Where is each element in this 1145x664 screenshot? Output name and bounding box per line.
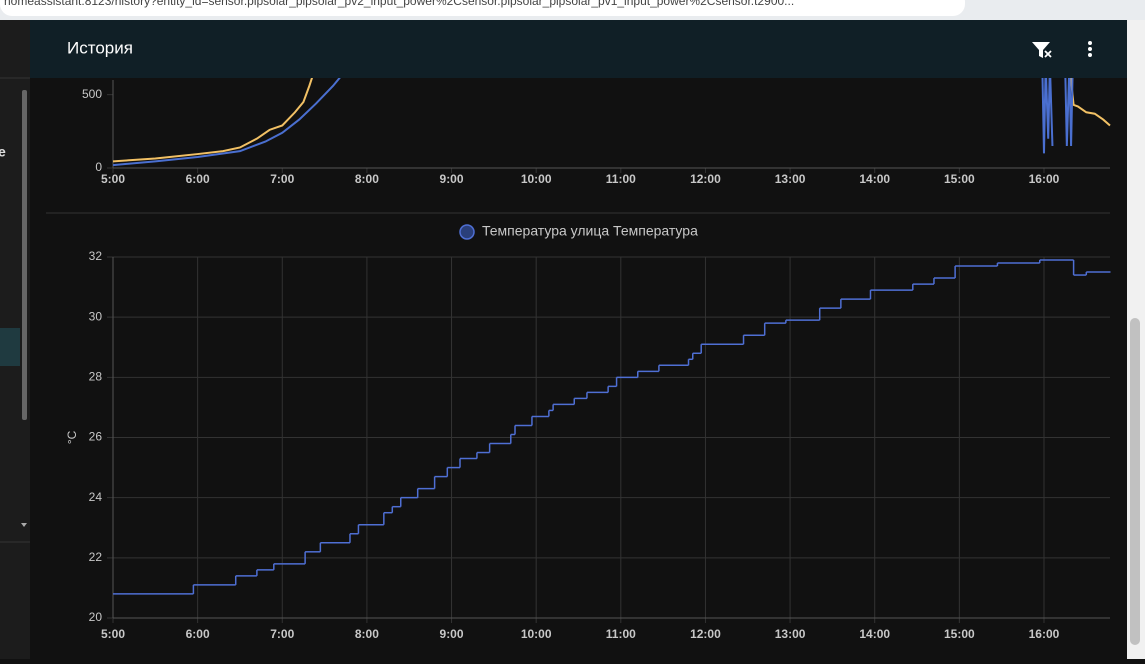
x-tick-label: 10:00 xyxy=(521,172,552,186)
x-tick-label: 13:00 xyxy=(775,172,806,186)
scrollbar-thumb[interactable] xyxy=(1130,318,1140,645)
menu-button[interactable] xyxy=(1088,41,1092,57)
x-tick-label: 10:00 xyxy=(521,627,552,641)
y-tick-label: 0 xyxy=(95,160,102,174)
x-tick-label: 5:00 xyxy=(101,172,125,186)
y-tick-label: 32 xyxy=(89,249,103,263)
y-tick-label: 28 xyxy=(89,370,103,384)
temperature-chart: 20 22 24 26 28 30 32 5:00 6:00 7:00 8:00 9:00 10:00 1… xyxy=(65,223,1111,641)
y-tick-label: 26 xyxy=(89,430,103,444)
app-header xyxy=(30,20,1127,78)
x-tick-label: 7:00 xyxy=(270,172,294,186)
x-tick-label: 15:00 xyxy=(944,172,975,186)
x-tick-label: 16:00 xyxy=(1029,172,1060,186)
x-tick-label: 12:00 xyxy=(690,172,721,186)
y-tick-label: 24 xyxy=(89,490,103,504)
y-tick-label: 500 xyxy=(82,87,102,101)
url: homeassistant:8123/history?entity_id=sen… xyxy=(4,0,794,8)
power-chart: 0 500 5:00 6:00 7:00 8:00 9:00 10:00 11:00 12:00 1… xyxy=(82,78,1111,186)
y-axis-label: °C xyxy=(65,430,79,444)
sidebar-active-item[interactable] xyxy=(0,328,20,366)
legend-label: Температура улица Температура xyxy=(482,223,698,239)
x-tick-label: 11:00 xyxy=(606,627,636,641)
x-tick-label: 6:00 xyxy=(186,172,210,186)
x-tick-label: 11:00 xyxy=(606,172,636,186)
series-line xyxy=(112,78,1074,167)
x-tick-label: 12:00 xyxy=(690,627,721,641)
x-tick-label: 8:00 xyxy=(355,172,379,186)
x-tick-label: 14:00 xyxy=(859,172,890,186)
x-tick-label: 9:00 xyxy=(440,172,464,186)
x-tick-label: 15:00 xyxy=(944,627,975,641)
y-tick-label: 22 xyxy=(89,550,103,564)
sidebar-scrollbar[interactable] xyxy=(22,90,27,420)
x-tick-label: 8:00 xyxy=(355,627,379,641)
sidebar-text: e xyxy=(0,144,6,160)
page-title: История xyxy=(67,38,133,57)
series-line xyxy=(112,78,1111,163)
x-tick-label: 6:00 xyxy=(186,627,210,641)
x-tick-label: 16:00 xyxy=(1029,627,1060,641)
x-tick-label: 14:00 xyxy=(859,627,890,641)
sidebar-arrow[interactable] xyxy=(21,523,27,527)
filter-clear-button[interactable] xyxy=(1032,42,1052,58)
y-tick-label: 20 xyxy=(89,610,103,624)
address-field[interactable] xyxy=(0,0,965,16)
x-tick-label: 7:00 xyxy=(270,627,294,641)
y-tick-label: 30 xyxy=(89,309,103,323)
x-tick-label: 9:00 xyxy=(440,627,464,641)
x-tick-label: 13:00 xyxy=(775,627,806,641)
x-tick-label: 5:00 xyxy=(101,627,125,641)
legend-marker xyxy=(459,224,475,240)
